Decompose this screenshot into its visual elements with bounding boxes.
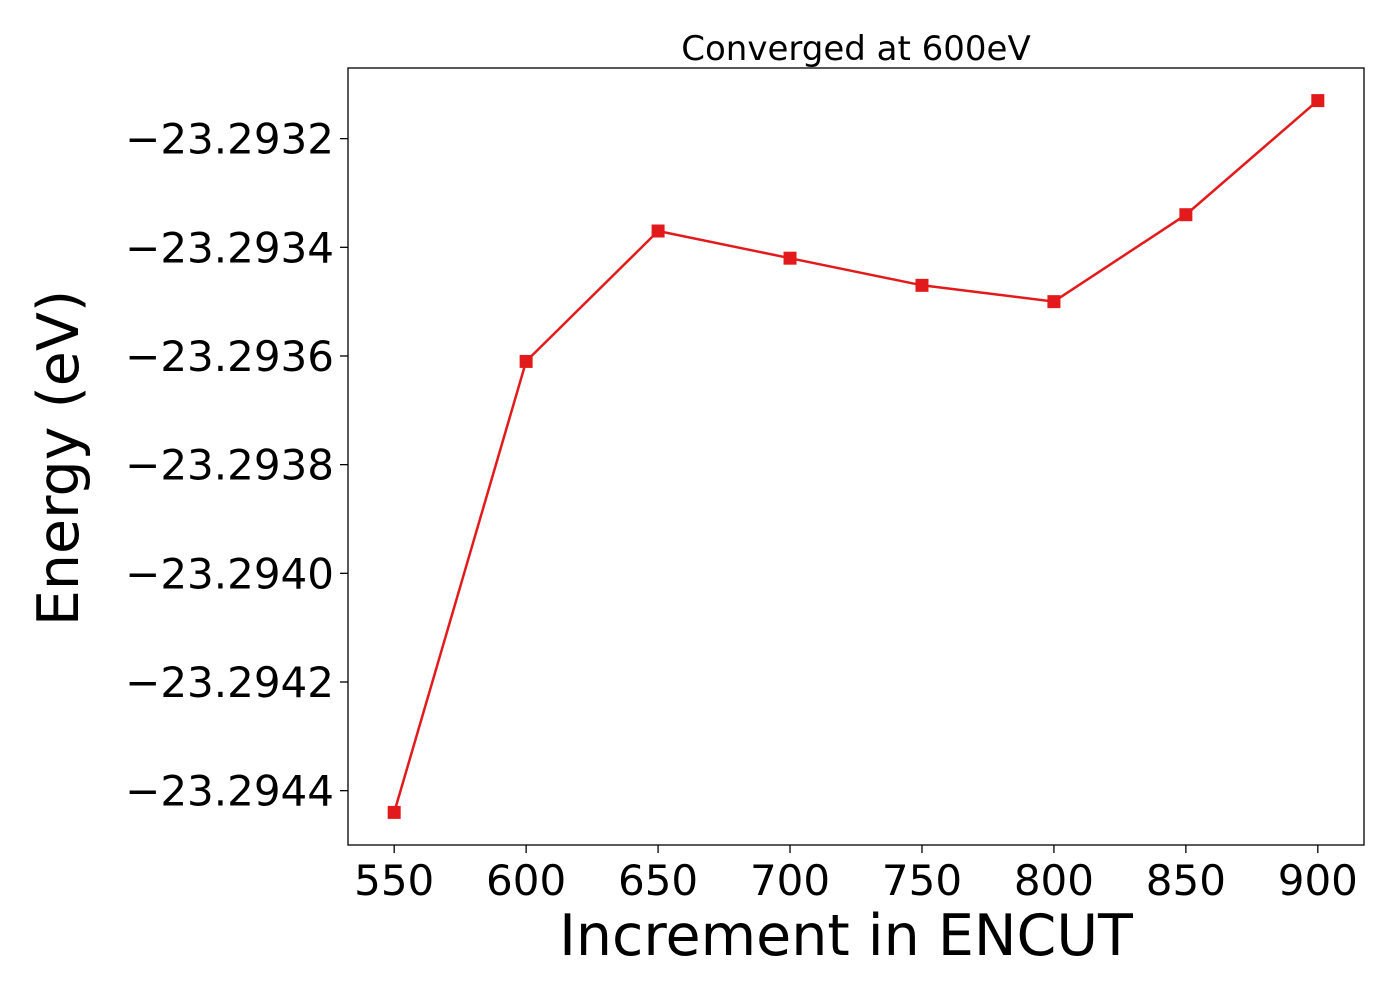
data-point-marker [783, 251, 797, 265]
y-tick-label: −23.2932 [125, 115, 334, 164]
y-tick-label: −23.2936 [125, 332, 334, 381]
x-tick-label: 650 [618, 856, 698, 905]
data-point-marker [1311, 94, 1325, 108]
data-point-marker [387, 805, 401, 819]
x-axis: 550 600 650 700 750 800 850 900 [354, 845, 1358, 905]
plot-area [387, 94, 1325, 819]
data-point-marker [915, 278, 929, 292]
y-tick-label: −23.2934 [125, 223, 334, 272]
y-axis-title: Energy (eV) [26, 290, 92, 626]
y-tick-label: −23.2944 [125, 767, 334, 816]
x-tick-label: 850 [1146, 856, 1226, 905]
data-point-marker [651, 224, 665, 238]
x-tick-label: 900 [1278, 856, 1358, 905]
data-point-marker [1047, 295, 1061, 309]
x-tick-label: 750 [882, 856, 962, 905]
x-tick-label: 800 [1014, 856, 1094, 905]
y-axis: −23.2932 −23.2934 −23.2936 −23.2938 −23.2940… [125, 115, 348, 816]
x-tick-label: 550 [354, 856, 434, 905]
y-tick-label: −23.2942 [125, 658, 334, 707]
x-tick-label: 600 [486, 856, 566, 905]
y-tick-label: −23.2940 [125, 549, 334, 598]
plot-frame [347, 67, 1365, 846]
chart-title: Converged at 600eV [681, 29, 1030, 69]
x-tick-label: 700 [750, 856, 830, 905]
data-point-marker [1179, 208, 1193, 222]
data-point-marker [519, 354, 533, 368]
series-line [393, 99, 1319, 813]
y-tick-label: −23.2938 [125, 441, 334, 490]
x-axis-title: Increment in ENCUT [559, 903, 1133, 969]
